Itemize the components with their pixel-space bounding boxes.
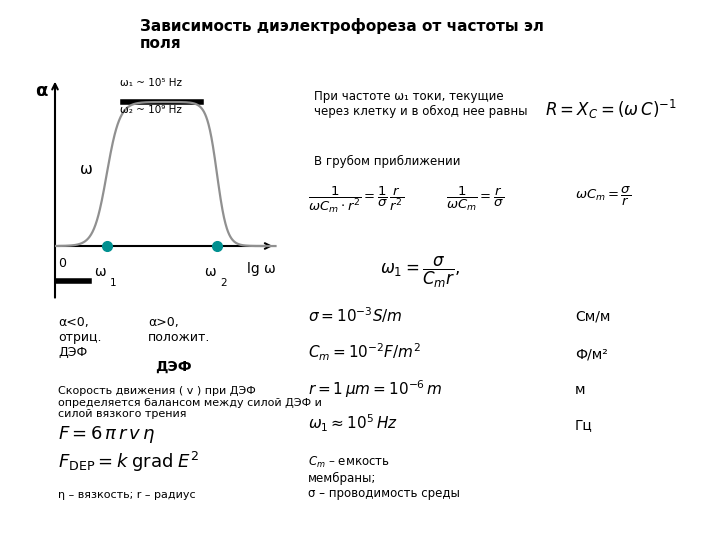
Text: ДЭФ: ДЭФ (155, 360, 192, 374)
Text: $C_m$ – емкость
мембраны;
σ – проводимость среды: $C_m$ – емкость мембраны; σ – проводимос… (308, 455, 460, 500)
Text: α<0,
отриц.
ДЭФ: α<0, отриц. ДЭФ (58, 316, 102, 359)
Text: $C_m = 10^{-2} F / m^2$: $C_m = 10^{-2} F / m^2$ (308, 342, 421, 363)
Text: $F_{\mathrm{DEP}} = k\;\mathrm{grad}\;E^2$: $F_{\mathrm{DEP}} = k\;\mathrm{grad}\;E^… (58, 450, 199, 474)
Text: η – вязкость; r – радиус: η – вязкость; r – радиус (58, 490, 196, 500)
Text: ω: ω (204, 265, 216, 279)
Text: ω: ω (94, 265, 106, 279)
Text: 2: 2 (220, 278, 227, 288)
Text: lg ω: lg ω (247, 262, 276, 276)
Text: α: α (35, 82, 48, 100)
Text: .: . (160, 352, 164, 365)
Text: $\dfrac{1}{\omega C_m \cdot r^2} = \dfrac{1}{\sigma}\,\dfrac{r}{r^2}$: $\dfrac{1}{\omega C_m \cdot r^2} = \dfra… (308, 185, 404, 215)
Text: 0: 0 (58, 257, 66, 270)
Text: $\omega_1 \approx 10^{5}\,Hz$: $\omega_1 \approx 10^{5}\,Hz$ (308, 413, 397, 434)
Text: В грубом приближении: В грубом приближении (314, 155, 461, 168)
Text: $\sigma = 10^{-3} S / m$: $\sigma = 10^{-3} S / m$ (308, 305, 402, 325)
Text: ω: ω (80, 161, 93, 177)
Text: ω₁ ~ 10⁵ Hz: ω₁ ~ 10⁵ Hz (120, 78, 182, 88)
Text: См/м: См/м (575, 310, 611, 324)
Text: $\omega_1 = \dfrac{\sigma}{C_m r},$: $\omega_1 = \dfrac{\sigma}{C_m r},$ (380, 255, 460, 290)
Text: α>0,
положит.: α>0, положит. (148, 316, 210, 344)
Text: $F = 6\,\pi\, r\, v\, \eta$: $F = 6\,\pi\, r\, v\, \eta$ (58, 424, 156, 445)
Text: Ф/м²: Ф/м² (575, 347, 608, 361)
Text: При частоте ω₁ токи, текущие
через клетку и в обход нее равны: При частоте ω₁ токи, текущие через клетк… (314, 90, 528, 118)
Text: $\omega C_m = \dfrac{\sigma}{r}$: $\omega C_m = \dfrac{\sigma}{r}$ (575, 185, 631, 208)
Text: $\dfrac{1}{\omega C_m} = \dfrac{r}{\sigma}$: $\dfrac{1}{\omega C_m} = \dfrac{r}{\sigm… (446, 185, 505, 213)
Text: $R =X_C = (\omega\, C)^{-1}$: $R =X_C = (\omega\, C)^{-1}$ (545, 98, 677, 121)
Text: Зависимость диэлектрофореза от частоты эл
поля: Зависимость диэлектрофореза от частоты э… (140, 18, 544, 51)
Text: м: м (575, 383, 585, 397)
Text: $r = 1\,\mu m = 10^{-6}\,m$: $r = 1\,\mu m = 10^{-6}\,m$ (308, 378, 443, 400)
Text: Гц: Гц (575, 418, 593, 432)
Text: Скорость движения ( v ) при ДЭФ
определяется балансом между силой ДЭФ и
силой вя: Скорость движения ( v ) при ДЭФ определя… (58, 386, 322, 419)
Text: ω₂ ~ 10⁹ Hz: ω₂ ~ 10⁹ Hz (120, 105, 182, 115)
Text: 1: 1 (110, 278, 117, 288)
